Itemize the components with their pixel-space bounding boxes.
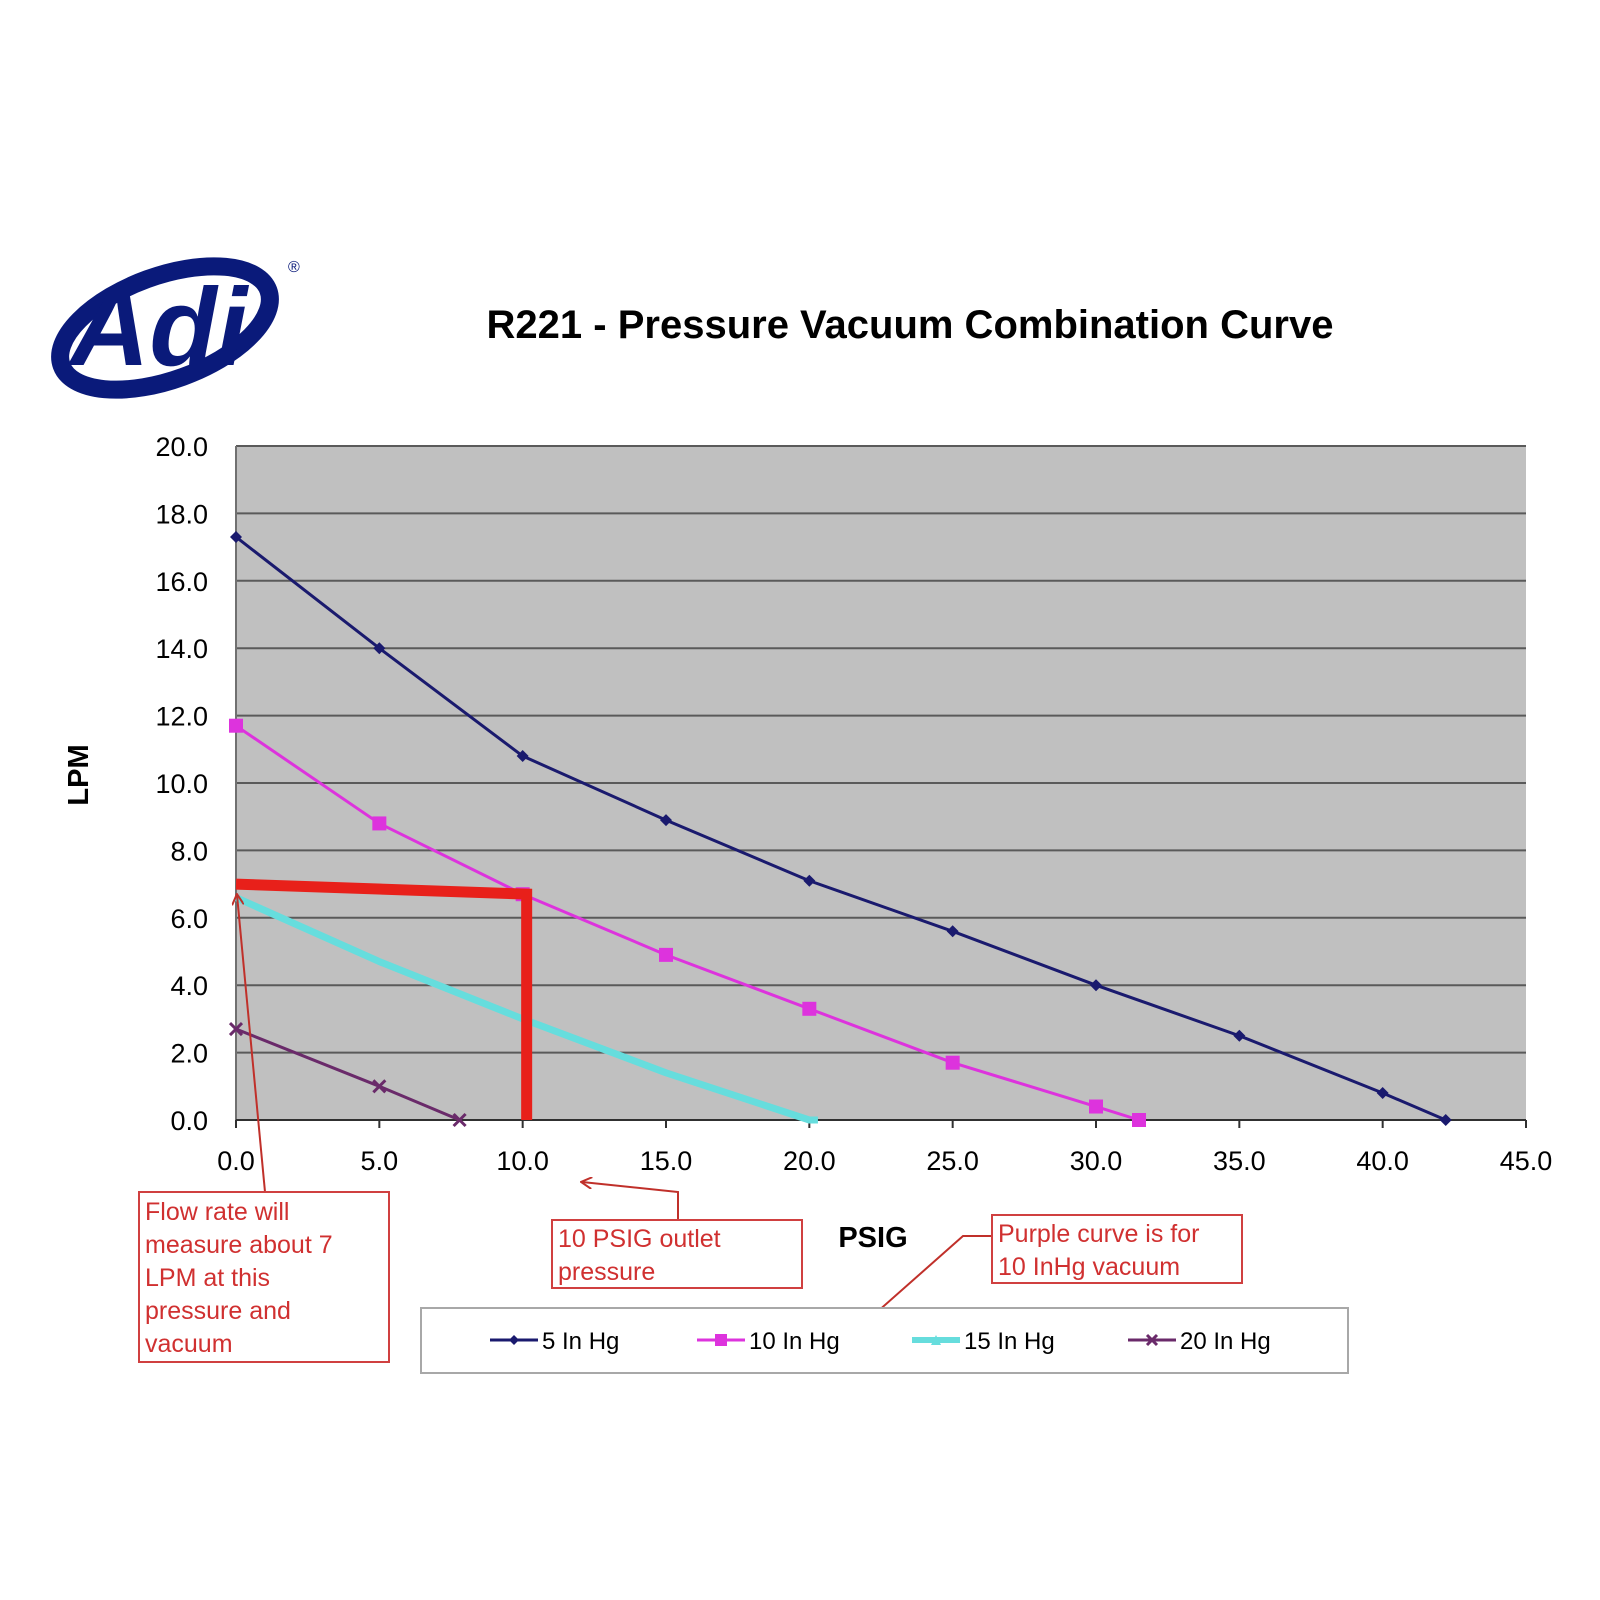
legend: 5 In Hg 10 In Hg 15 In Hg 20 In Hg (420, 1307, 1349, 1374)
chart-title: R221 - Pressure Vacuum Combination Curve (487, 303, 1334, 347)
x-tick-label: 45.0 (1500, 1146, 1553, 1176)
y-tick-label: 0.0 (170, 1106, 208, 1136)
series-layer (228, 530, 1452, 1128)
x-tick-label: 20.0 (783, 1146, 836, 1176)
y-tick-label: 8.0 (170, 836, 208, 866)
series-3 (228, 1021, 467, 1128)
x-tick-label: 0.0 (217, 1146, 255, 1176)
legend-item: 10 In Hg (697, 1328, 840, 1355)
legend-label: 15 In Hg (964, 1328, 1055, 1355)
legend-label: 20 In Hg (1180, 1328, 1271, 1355)
data-point (1439, 1114, 1452, 1126)
annotation-flow-rate-box (138, 1191, 390, 1363)
y-tick-label: 10.0 (155, 769, 208, 799)
annotation-purple: Purple curve is for 10 InHg vacuum (859, 1214, 1243, 1328)
series-line (235, 535, 1447, 1122)
data-point (945, 1055, 960, 1070)
data-point (373, 642, 386, 655)
annotation-outlet-line-2: pressure (558, 1258, 655, 1286)
x-tick-label: 35.0 (1213, 1146, 1266, 1176)
highlight-path (235, 878, 533, 1120)
y-tick-label: 12.0 (155, 702, 208, 732)
data-point (660, 814, 672, 827)
legend-swatch-marker (509, 1335, 519, 1345)
annotation-purple-arrow (859, 1235, 992, 1328)
y-tick-label: 14.0 (155, 634, 208, 664)
legend-box (420, 1307, 1349, 1374)
data-point (1376, 1087, 1389, 1100)
logo-text: Adi (67, 266, 250, 389)
data-point (803, 874, 816, 887)
data-point (1132, 1113, 1146, 1127)
data-point (516, 750, 529, 763)
annotation-purple-line-2: 10 InHg vacuum (998, 1253, 1180, 1281)
series-2 (234, 894, 818, 1124)
data-point (372, 816, 387, 831)
annotation-flow-rate-arrow (237, 895, 266, 1193)
adi-logo: Adi ® (51, 257, 300, 399)
legend-label: 5 In Hg (542, 1328, 619, 1355)
annotation-flow-rate-line-1: Flow rate will (145, 1198, 289, 1226)
legend-item: 5 In Hg (490, 1328, 619, 1355)
data-point (230, 530, 242, 543)
annotation-outlet-arrow (582, 1182, 679, 1220)
legend-item: 15 In Hg (912, 1328, 1055, 1355)
data-point (1233, 1029, 1246, 1042)
x-tick-label: 40.0 (1356, 1146, 1409, 1176)
y-tick-label: 2.0 (170, 1039, 208, 1069)
y-tick-label: 6.0 (170, 904, 208, 934)
annotation-purple-line-1: Purple curve is for (998, 1220, 1199, 1248)
annotation-outlet-line-1: 10 PSIG outlet (558, 1225, 721, 1253)
annotation-flow-rate-line-5: vacuum (145, 1330, 233, 1358)
x-tick-label: 25.0 (926, 1146, 979, 1176)
legend-swatch-marker (1145, 1333, 1159, 1347)
x-tick-label: 30.0 (1070, 1146, 1123, 1176)
annotation-purple-box (991, 1214, 1243, 1284)
legend-items: 5 In Hg 10 In Hg 15 In Hg 20 In Hg (490, 1328, 1271, 1355)
legend-swatch-marker (715, 1334, 727, 1346)
annotation-flow-rate-line-2: measure about 7 (145, 1231, 333, 1259)
legend-swatch-marker (931, 1335, 941, 1345)
y-tick-label: 18.0 (155, 499, 208, 529)
y-tick-label: 4.0 (170, 971, 208, 1001)
x-tick-label: 5.0 (361, 1146, 399, 1176)
data-point (802, 1001, 817, 1016)
legend-item: 20 In Hg (1128, 1328, 1271, 1355)
data-point (228, 1021, 244, 1037)
y-tick-label: 16.0 (155, 567, 208, 597)
y-axis-label: LPM (63, 744, 95, 805)
annotation-flow-rate-line-4: pressure and (145, 1297, 291, 1325)
data-point (452, 1112, 467, 1128)
data-point (1089, 1099, 1103, 1114)
x-tick-label: 10.0 (496, 1146, 549, 1176)
data-point (372, 1079, 387, 1094)
gridlines (235, 445, 1526, 1121)
data-point (229, 718, 243, 733)
y-tick-labels: 0.0 2.0 4.0 6.0 8.0 10.0 12.0 14.0 16.0 18.0 20.0 (155, 432, 208, 1136)
x-tick-label: 15.0 (640, 1146, 693, 1176)
x-tick-labels: 0.0 5.0 10.0 15.0 20.0 25.0 30.0 35.0 40.0 45.0 (217, 1120, 1552, 1176)
y-tick-label: 20.0 (155, 432, 208, 462)
annotation-outlet: 10 PSIG outlet pressure (551, 1182, 803, 1289)
series-line (234, 894, 818, 1124)
annotation-outlet-box (551, 1219, 803, 1289)
data-point (946, 925, 959, 938)
x-axis-label: PSIG (838, 1222, 907, 1254)
data-point (659, 947, 673, 962)
data-point (1090, 979, 1102, 992)
annotation-flow-rate-line-3: LPM at this (145, 1264, 270, 1292)
registered-mark: ® (288, 259, 300, 276)
highlight-lines (235, 878, 533, 1120)
series-0 (230, 530, 1452, 1126)
legend-label: 10 In Hg (749, 1328, 840, 1355)
annotation-flow-rate: Flow rate will measure about 7 LPM at th… (138, 895, 390, 1363)
series-line (235, 724, 1140, 1122)
